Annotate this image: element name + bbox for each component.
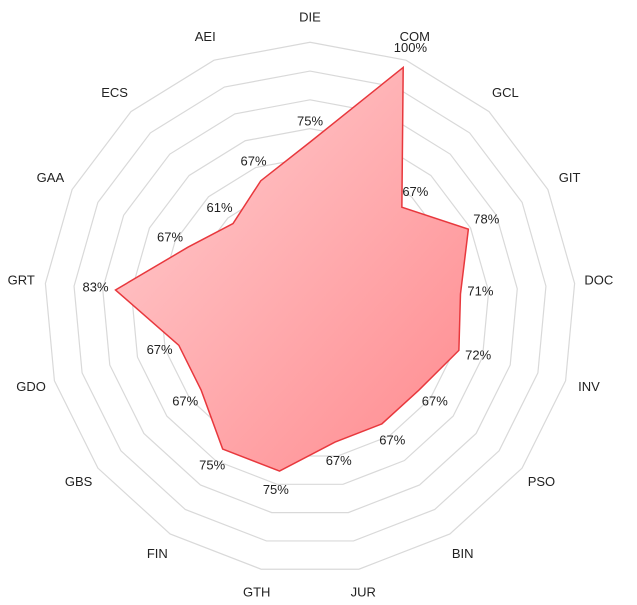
data-label: 67% — [172, 394, 198, 409]
data-label: 83% — [83, 280, 109, 295]
category-label: INV — [578, 379, 600, 394]
grid-ring — [130, 128, 490, 485]
data-label: 67% — [157, 230, 183, 245]
data-label: 100% — [394, 40, 428, 55]
data-label: 67% — [326, 453, 352, 468]
data-label: 67% — [147, 342, 173, 357]
data-label: 75% — [199, 457, 225, 472]
data-label: 67% — [240, 154, 266, 169]
data-label: 71% — [467, 284, 493, 299]
grid-ring — [102, 99, 518, 514]
category-label: GCL — [492, 85, 519, 100]
category-label: FIN — [147, 546, 168, 561]
category-label: GAA — [37, 170, 65, 185]
category-label: DOC — [584, 273, 613, 288]
data-label: 61% — [207, 200, 233, 215]
category-label: ECS — [101, 85, 128, 100]
data-label: 67% — [422, 394, 448, 409]
category-label: GRT — [8, 273, 35, 288]
category-label: PSO — [528, 474, 555, 489]
data-label: 78% — [473, 212, 499, 227]
category-label: COM — [400, 29, 430, 44]
category-label: BIN — [452, 546, 474, 561]
data-label: 67% — [379, 432, 405, 447]
data-label: 75% — [297, 114, 323, 129]
category-label: DIE — [299, 9, 321, 24]
data-label: 67% — [402, 184, 428, 199]
category-label: GDO — [16, 379, 46, 394]
data-label: 72% — [465, 347, 491, 362]
grid-ring — [44, 41, 576, 570]
category-label: GTH — [243, 584, 270, 599]
data-label: 75% — [263, 482, 289, 497]
category-label: JUR — [351, 584, 376, 599]
grid-ring — [73, 70, 547, 542]
category-label: GBS — [65, 474, 93, 489]
category-label: GIT — [559, 170, 581, 185]
radar-area — [114, 65, 470, 472]
category-label: AEI — [195, 29, 216, 44]
